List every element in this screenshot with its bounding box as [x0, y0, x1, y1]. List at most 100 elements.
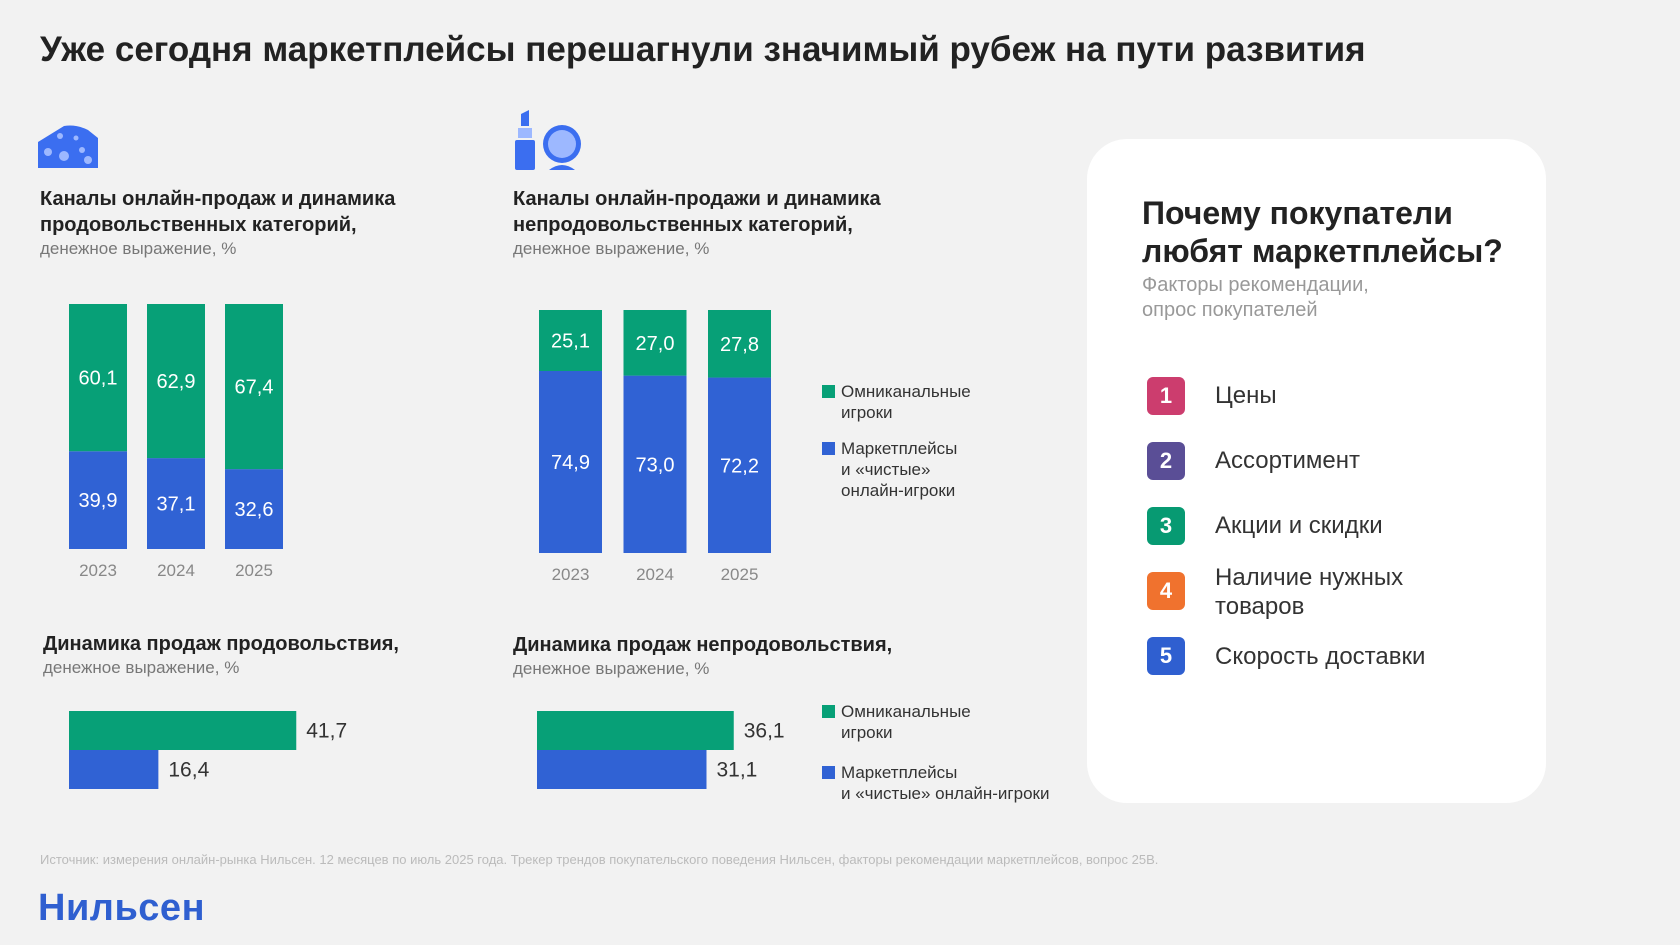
- hbar-value-label: 41,7: [306, 720, 347, 743]
- legend-marketplaces-top: Маркетплейсы и «чистые» онлайн-игроки: [822, 438, 1002, 504]
- factor-label: Акции и скидки: [1215, 512, 1383, 539]
- card-subtitle-line1: Факторы рекомендации,: [1142, 274, 1369, 296]
- food-channels-chart: 39,9 60,1 2023 37,1 62,9 2024 32,6 67,4 2025: [69, 304, 283, 580]
- legend-omni-bottom: Омниканальные игроки: [822, 701, 1002, 745]
- factor-label: Наличие нужных товаров: [1215, 563, 1403, 621]
- card-title: Почему покупатели любят маркетплейсы?: [1142, 194, 1503, 270]
- x-tick-label: 2024: [157, 561, 195, 580]
- bar-value-label: 67,4: [235, 377, 274, 399]
- card-subtitle-line2: опрос покупателей: [1142, 299, 1318, 321]
- factor-item: 5: [1147, 637, 1185, 675]
- food-channels-header: Каналы онлайн-продаж и динамика продовол…: [40, 186, 395, 260]
- factor-label: Скорость доставки: [1215, 643, 1426, 670]
- page-title: Уже сегодня маркетплейсы перешагнули зна…: [40, 30, 1366, 69]
- bar-value-label: 32,6: [235, 499, 274, 521]
- bar-value-label: 27,8: [720, 334, 759, 356]
- factor-label: Ассортимент: [1215, 447, 1360, 474]
- bar-value-label: 25,1: [551, 330, 590, 352]
- hbar-value-label: 31,1: [716, 759, 757, 782]
- legend-omni-line1: Омниканальные: [841, 382, 971, 401]
- bar-segment: [147, 304, 205, 459]
- hbar: [69, 711, 297, 750]
- food-dynamics-header: Динамика продаж продовольствия, денежное…: [43, 631, 399, 679]
- hbar-value-label: 16,4: [168, 759, 209, 782]
- nonfood-channels-title-line2: непродовольственных категорий,: [513, 214, 853, 236]
- card-title-line1: Почему покупатели: [1142, 195, 1453, 231]
- legend-mp-line1: Маркетплейсы: [841, 763, 958, 782]
- legend-swatch-marketplaces: [822, 442, 835, 455]
- x-tick-label: 2025: [235, 561, 273, 580]
- cheese-icon: [38, 125, 98, 168]
- bar-segment: [539, 310, 602, 371]
- bar-value-label: 74,9: [551, 452, 590, 474]
- nonfood-dynamics-subtitle: денежное выражение, %: [513, 659, 710, 678]
- bar-segment: [623, 375, 687, 553]
- why-marketplaces-card: Почему покупатели любят маркетплейсы? Фа…: [1087, 139, 1546, 803]
- bar-segment: [225, 304, 283, 470]
- nonfood-channels-chart: 74,9 25,1 2023 73,0 27,0 2024 72,2 27,8 2025: [539, 310, 771, 584]
- food-channels-title-line2: продовольственных категорий,: [40, 214, 357, 236]
- nonfood-dynamics-chart: 36,1 31,1: [537, 711, 785, 789]
- nonfood-channels-title-line1: Каналы онлайн-продажи и динамика: [513, 188, 881, 210]
- food-channels-title-line1: Каналы онлайн-продаж и динамика: [40, 188, 396, 210]
- legend-swatch-marketplaces: [822, 766, 835, 779]
- rank-badge: 3: [1147, 507, 1185, 545]
- legend-omni-line1: Омниканальные: [841, 702, 971, 721]
- factor-item: 3: [1147, 507, 1185, 545]
- bar-value-label: 73,0: [636, 454, 675, 476]
- rank-badge: 4: [1147, 572, 1185, 610]
- bar-value-label: 62,9: [157, 371, 196, 393]
- legend-omni-line2: игроки: [841, 723, 893, 742]
- bar-value-label: 60,1: [79, 368, 118, 390]
- hbar: [537, 750, 707, 789]
- factor-item: 2: [1147, 442, 1185, 480]
- factor-label: Цены: [1215, 382, 1277, 409]
- card-subtitle: Факторы рекомендации, опрос покупателей: [1142, 273, 1369, 323]
- food-channels-subtitle: денежное выражение, %: [40, 239, 237, 258]
- legend-mp-line2: и «чистые» онлайн-игроки: [841, 784, 1050, 803]
- nonfood-dynamics-title: Динамика продаж непродовольствия,: [513, 634, 893, 656]
- bar-segment: [623, 310, 687, 376]
- rank-badge: 1: [1147, 377, 1185, 415]
- hbar-value-label: 36,1: [744, 720, 785, 743]
- rank-badge: 5: [1147, 637, 1185, 675]
- bar-segment: [539, 370, 602, 553]
- bar-value-label: 27,0: [636, 333, 675, 355]
- bar-segment: [69, 304, 127, 452]
- bar-value-label: 37,1: [157, 494, 196, 516]
- food-dynamics-title: Динамика продаж продовольствия,: [43, 633, 399, 655]
- bar-segment: [708, 310, 771, 378]
- nonfood-dynamics-header: Динамика продаж непродовольствия, денежн…: [513, 632, 892, 680]
- nonfood-channels-header: Каналы онлайн-продажи и динамика непродо…: [513, 186, 881, 260]
- x-tick-label: 2023: [79, 561, 117, 580]
- factor-item: 4: [1147, 572, 1185, 610]
- food-dynamics-chart: 41,7 16,4: [69, 711, 347, 789]
- x-tick-label: 2024: [636, 565, 674, 584]
- card-title-line2: любят маркетплейсы?: [1142, 233, 1503, 269]
- legend-omni-top: Омниканальные игроки: [822, 381, 1002, 425]
- nonfood-channels-subtitle: денежное выражение, %: [513, 239, 710, 258]
- legend-mp-line2: и «чистые»: [841, 460, 931, 479]
- source-note: Источник: измерения онлайн-рынка Нильсен…: [40, 852, 1159, 867]
- x-tick-label: 2023: [552, 565, 590, 584]
- legend-swatch-omni: [822, 385, 835, 398]
- legend-omni-line2: игроки: [841, 403, 893, 422]
- rank-badge: 2: [1147, 442, 1185, 480]
- bar-segment: [69, 451, 127, 549]
- bar-segment: [708, 377, 771, 553]
- factor-label-line1: Наличие нужных: [1215, 564, 1404, 591]
- legend-marketplaces-bottom: Маркетплейсы и «чистые» онлайн-игроки: [822, 762, 1062, 806]
- food-dynamics-subtitle: денежное выражение, %: [43, 658, 240, 677]
- factor-item: 1: [1147, 377, 1185, 415]
- hbar: [537, 711, 734, 750]
- bar-segment: [147, 458, 205, 549]
- bar-value-label: 72,2: [720, 455, 759, 477]
- legend-swatch-omni: [822, 705, 835, 718]
- nielsen-logo: Нильсен: [38, 887, 206, 929]
- bar-segment: [225, 469, 283, 549]
- hbar: [69, 750, 159, 789]
- legend-mp-line1: Маркетплейсы: [841, 439, 958, 458]
- legend-mp-line3: онлайн-игроки: [841, 481, 956, 500]
- bar-value-label: 39,9: [79, 490, 118, 512]
- factor-label-line2: товаров: [1215, 593, 1305, 620]
